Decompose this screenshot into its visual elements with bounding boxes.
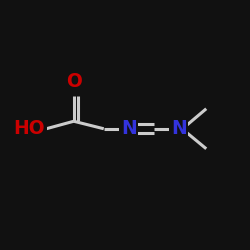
Text: HO: HO bbox=[14, 119, 45, 138]
Text: N: N bbox=[171, 119, 186, 138]
Text: O: O bbox=[66, 72, 82, 91]
Text: N: N bbox=[121, 119, 136, 138]
